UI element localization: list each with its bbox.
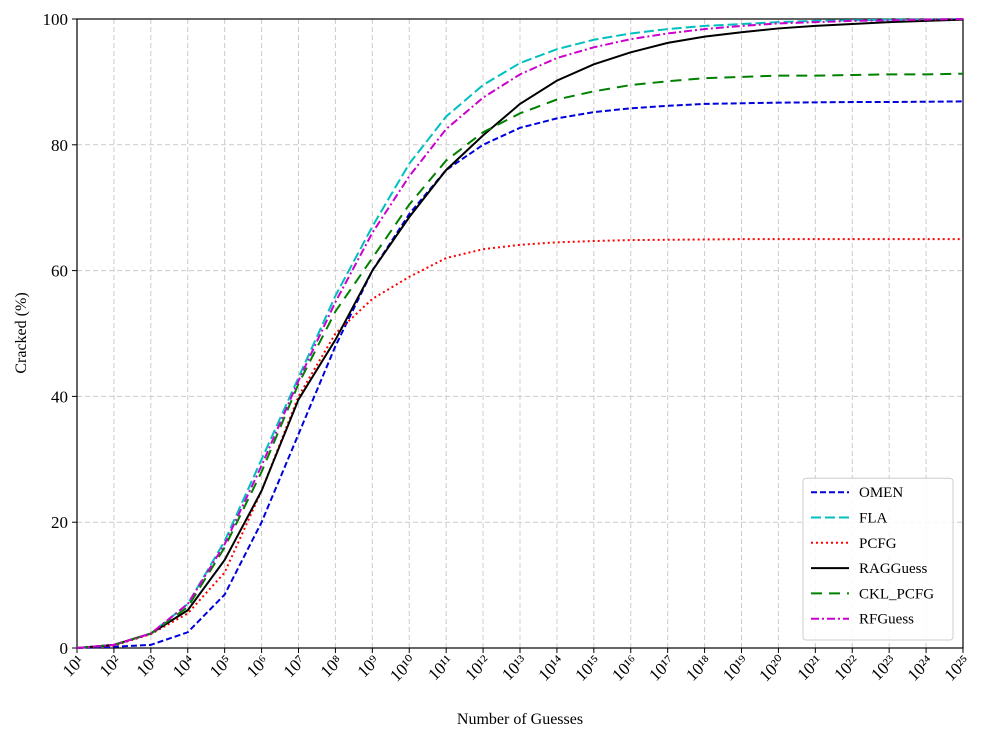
x-tick-label: 10¹⁸ [682,651,715,684]
series-line [76,100,964,649]
legend-label: FLA [859,511,888,527]
legend-label: OMEN [859,485,903,501]
y-tick-label: 0 [60,639,69,658]
x-tick-label: 10¹⁹ [719,651,752,684]
series-line [76,18,964,649]
legend-label: RAGGuess [859,561,927,577]
x-tick-label: 10¹⁵ [571,651,604,684]
x-tick-label: 10⁷ [280,651,310,681]
x-tick-label: 10¹⁶ [608,651,641,684]
x-tick-label: 10²³ [867,651,900,684]
x-tick-label: 10⁴ [169,651,199,681]
legend-label: CKL_PCFG [859,586,934,602]
series-line [76,18,964,649]
y-tick-label: 40 [51,387,68,406]
legend-label: RFGuess [859,612,914,628]
x-tick-label: 10²⁵ [941,651,974,684]
series-line [76,18,964,649]
y-tick-label: 20 [51,513,68,532]
x-tick-label: 10¹² [461,651,494,684]
x-tick-label: 10³ [133,651,162,680]
x-tick-label: 10¹⁴ [534,651,567,684]
y-tick-label: 60 [51,262,68,281]
x-axis-label: Number of Guesses [457,711,583,728]
x-tick-label: 10¹⁰ [386,651,420,685]
legend-label: PCFG [859,536,897,552]
x-tick-label: 10²² [830,651,863,684]
y-axis-label: Cracked (%) [13,292,30,373]
x-tick-label: 10¹¹ [424,651,457,684]
x-tick-label: 10¹⁷ [645,651,678,684]
y-tick-label: 100 [43,10,69,29]
plot-frame [76,18,964,649]
x-tick-label: 10⁹ [354,651,384,681]
x-tick-label: 10¹³ [498,651,531,684]
y-tick-label: 80 [51,136,68,155]
x-tick-label: 10²⁴ [904,651,937,684]
x-tick-label: 10⁵ [206,651,236,681]
x-tick-label: 10²¹ [793,651,826,684]
series-line [76,72,964,649]
x-tick-label: 10⁶ [243,651,273,681]
x-tick-label: 10²⁰ [755,651,789,685]
legend-box [802,477,954,641]
x-tick-label: 10⁸ [317,651,347,681]
x-tick-label: 10² [96,651,125,680]
legend: OMEN FLA PCFG RAGGuess CKL_PCFG RFGuess [802,477,954,641]
